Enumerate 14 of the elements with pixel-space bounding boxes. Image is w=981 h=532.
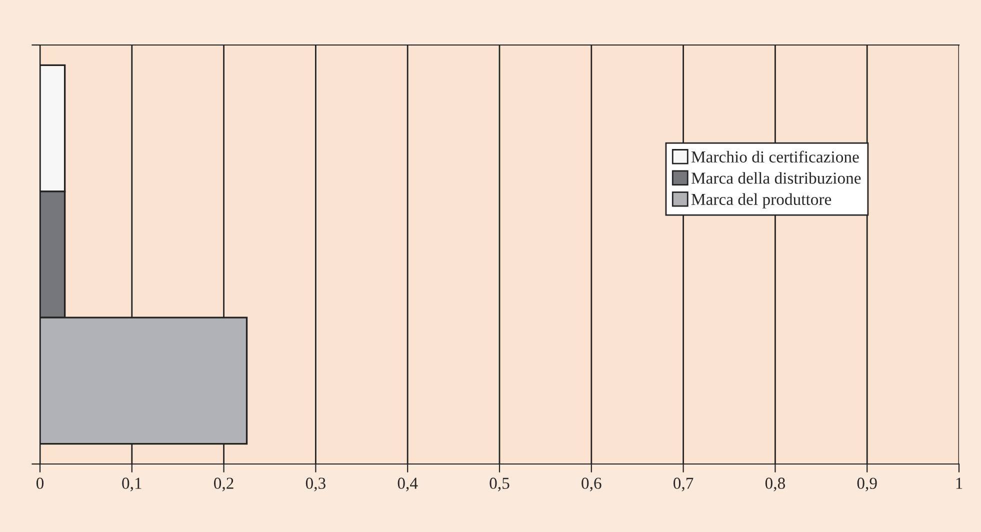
x-tick-label: 0,1 xyxy=(122,478,142,492)
legend-label: Marca della distribuzione xyxy=(691,172,861,184)
x-tick-label: 0,9 xyxy=(857,478,877,492)
x-tick-label: 0,3 xyxy=(306,478,326,492)
x-tick-label: 0,7 xyxy=(674,478,694,492)
x-tick-label: 0,2 xyxy=(214,478,234,492)
x-tick-label: 1 xyxy=(956,478,962,489)
x-tick-label: 0,5 xyxy=(490,478,510,492)
legend-label: Marca del produttore xyxy=(691,193,832,208)
x-tick-label: 0,6 xyxy=(582,478,602,492)
legend-label: Marchio di certificazione xyxy=(691,150,859,163)
x-tick-label: 0 xyxy=(36,478,44,489)
x-tick-label: 0,8 xyxy=(765,478,785,492)
x-tick-label: 0,4 xyxy=(398,478,418,492)
